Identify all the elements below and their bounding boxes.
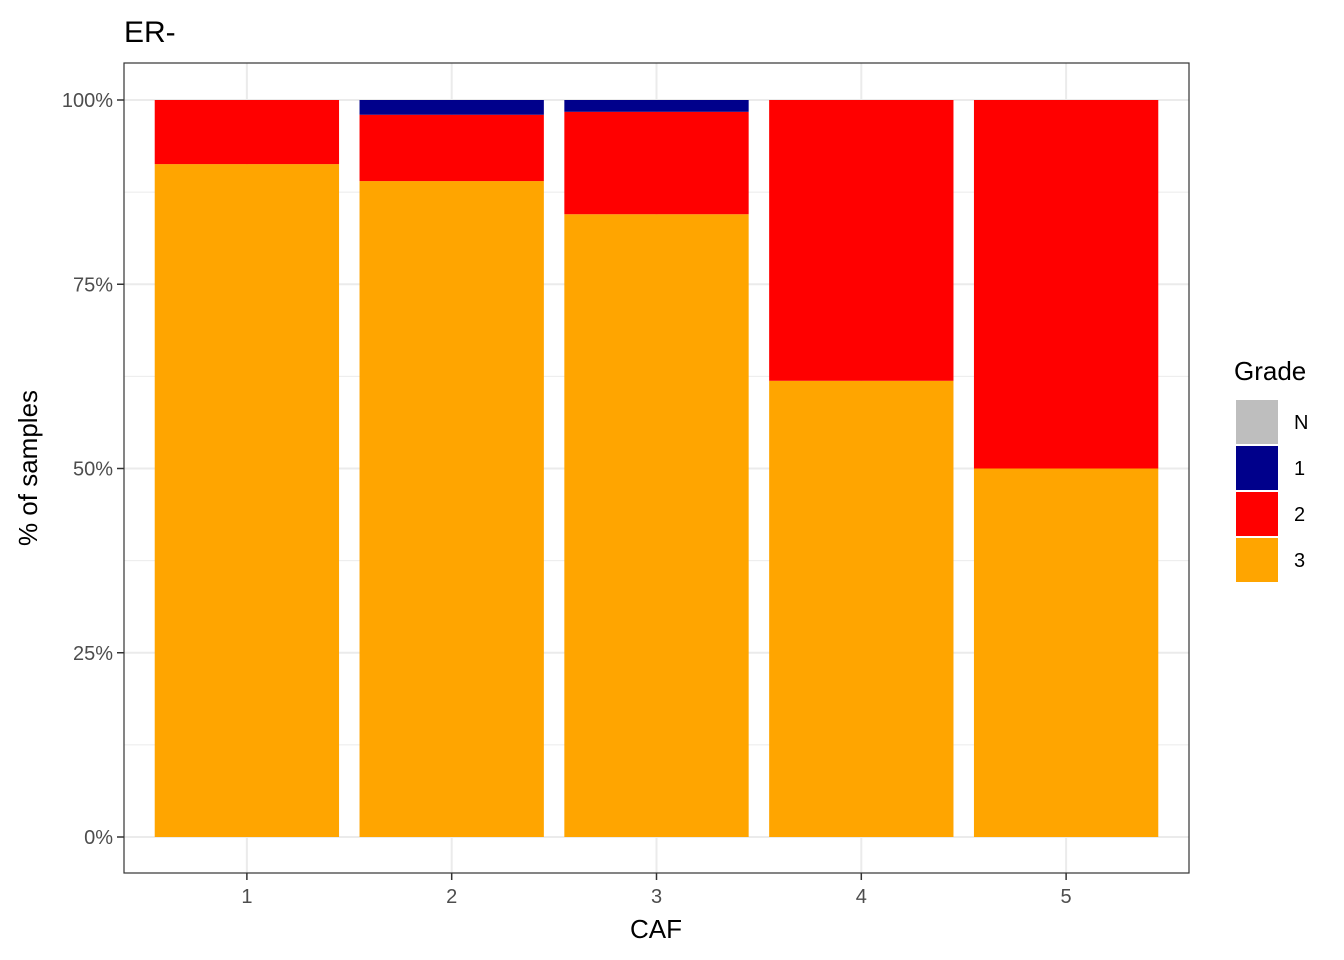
bar-segment-caf-4-grade-2 xyxy=(769,100,954,381)
x-tick-label: 3 xyxy=(651,886,662,908)
bar-segment-caf-3-grade-3 xyxy=(564,214,749,838)
bar-segment-caf-2-grade-2 xyxy=(359,114,544,182)
bar-segment-caf-5-grade-3 xyxy=(973,468,1159,837)
bar-segment-caf-1-grade-3 xyxy=(154,164,340,837)
bar-segment-caf-3-grade-1 xyxy=(564,100,749,112)
bar-segment-caf-1-grade-2 xyxy=(154,100,340,165)
legend-key-N xyxy=(1236,400,1278,444)
bar-segment-caf-2-grade-1 xyxy=(359,100,544,115)
bar-segment-caf-5-grade-2 xyxy=(973,100,1159,469)
x-axis-title: CAF xyxy=(630,914,682,944)
y-tick-label: 100% xyxy=(62,90,113,112)
legend-key-2 xyxy=(1236,492,1278,536)
y-tick-label: 75% xyxy=(73,274,113,296)
y-axis: 0% 25% 50% 75% 100% xyxy=(62,90,124,849)
x-tick-label: 4 xyxy=(856,886,867,908)
plot-panel xyxy=(123,62,1190,874)
bar-segment-caf-2-grade-3 xyxy=(359,181,544,837)
x-tick-label: 1 xyxy=(241,886,252,908)
legend-label-1: 1 xyxy=(1294,458,1305,480)
legend: Grade N 1 2 3 xyxy=(1234,356,1308,582)
legend-key-1 xyxy=(1236,446,1278,490)
x-tick-label: 2 xyxy=(446,886,457,908)
y-tick-label: 25% xyxy=(73,643,113,665)
chart-title: ER- xyxy=(124,16,176,49)
y-tick-label: 50% xyxy=(73,459,113,481)
legend-key-3 xyxy=(1236,538,1278,582)
y-axis-title: % of samples xyxy=(13,390,43,546)
bar-segment-caf-3-grade-2 xyxy=(564,111,749,215)
y-tick-label: 0% xyxy=(84,827,113,849)
legend-label-N: N xyxy=(1294,412,1308,434)
bar-segment-caf-4-grade-3 xyxy=(769,380,954,837)
x-tick-label: 5 xyxy=(1061,886,1072,908)
x-axis: 1 2 3 4 5 xyxy=(241,873,1072,908)
legend-label-3: 3 xyxy=(1294,550,1305,572)
legend-title: Grade xyxy=(1234,356,1306,386)
legend-label-2: 2 xyxy=(1294,504,1305,526)
